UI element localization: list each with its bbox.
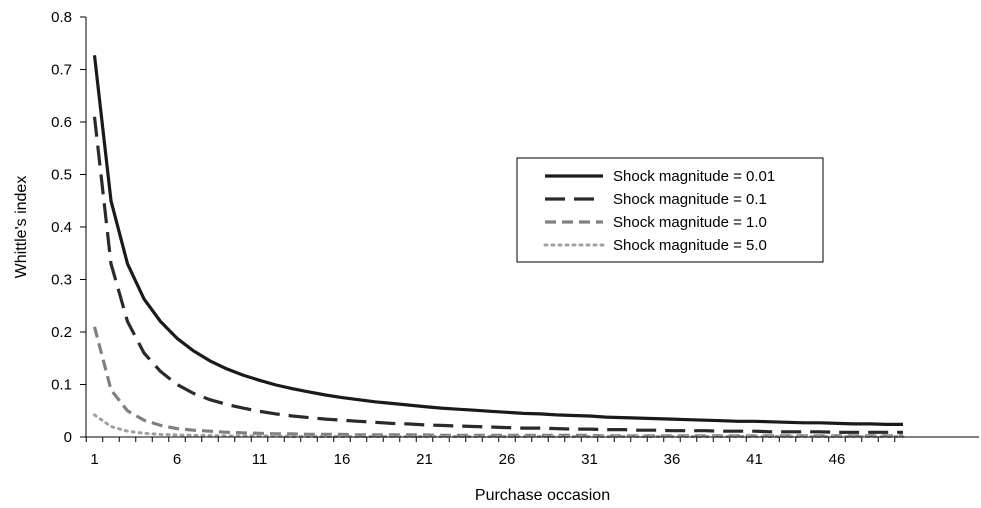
y-axis-ticks: 0 0.1 0.2 0.3 0.4 0.5 0.6 0.7 0.8 (51, 9, 86, 446)
legend-label: Shock magnitude = 0.1 (613, 191, 767, 208)
x-tick-label: 36 (664, 451, 681, 468)
y-tick-label: 0.2 (51, 324, 72, 341)
legend-label: Shock magnitude = 5.0 (613, 237, 767, 254)
x-axis-ticks: 1 6 11 16 21 26 31 36 41 46 (85, 437, 896, 468)
legend-label: Shock magnitude = 1.0 (613, 214, 767, 231)
x-tick-label: 11 (252, 451, 268, 468)
x-tick-label: 1 (90, 451, 98, 468)
y-axis-title: Whittle's index (13, 176, 30, 279)
y-tick-label: 0 (64, 429, 72, 446)
y-tick-label: 0.1 (51, 377, 72, 394)
legend-label: Shock magnitude = 0.01 (613, 168, 775, 185)
series-line (92, 116, 903, 434)
y-tick-label: 0.7 (51, 62, 72, 79)
x-tick-label: 16 (334, 451, 351, 468)
x-tick-label: 26 (499, 451, 516, 468)
y-tick-label: 0.4 (51, 219, 72, 236)
series-lines (92, 55, 905, 438)
series-line (92, 55, 903, 426)
x-axis-title: Purchase occasion (475, 487, 610, 504)
y-tick-label: 0.3 (51, 272, 72, 289)
x-tick-label: 46 (829, 451, 846, 468)
y-tick-label: 0.5 (51, 167, 72, 184)
x-tick-label: 6 (173, 451, 181, 468)
legend: Shock magnitude = 0.01 Shock magnitude = … (516, 157, 824, 263)
x-tick-label: 41 (746, 451, 763, 468)
x-tick-label: 21 (416, 451, 433, 468)
y-tick-label: 0.8 (51, 9, 72, 26)
x-tick-label: 31 (581, 451, 598, 468)
series-line (92, 326, 903, 438)
y-tick-label: 0.6 (51, 114, 72, 131)
